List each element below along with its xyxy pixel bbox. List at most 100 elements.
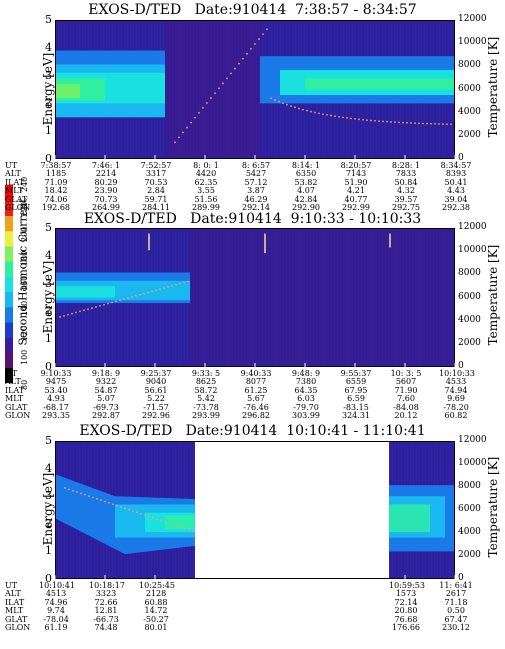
temperature-point (172, 523, 174, 526)
temperature-point (262, 33, 264, 36)
temperature-point (346, 117, 348, 119)
ephemeris-column (239, 582, 273, 624)
noise-stripe (430, 228, 431, 367)
ytick-label: 5 (45, 221, 52, 234)
noise-stripe (259, 20, 260, 159)
temperature-point (184, 527, 186, 530)
ephemeris-column: 8:20:57 7143 51.90 4.21 40.77 292.99 (340, 161, 372, 213)
temperature-point (198, 111, 200, 114)
temperature-point (128, 508, 130, 511)
ytick-label: 0 (45, 152, 52, 165)
colorbar-band (5, 245, 13, 262)
noise-stripe (214, 20, 215, 159)
noise-stripe (427, 228, 428, 367)
colorbar-band (5, 215, 13, 232)
intensity-band (55, 83, 80, 98)
noise-stripe (325, 228, 326, 367)
noise-stripe (394, 228, 395, 367)
temperature-point (59, 316, 61, 318)
spectrogram-image (55, 441, 455, 579)
temperature-point (143, 292, 145, 295)
panel-1-ylabel-right: Temperature [K] (486, 36, 500, 138)
temperature-point (378, 120, 380, 123)
ytick-right-label: 10000 (458, 458, 487, 468)
noise-stripe (448, 228, 449, 367)
temperature-point (107, 302, 109, 305)
temperature-point (382, 120, 384, 123)
temperature-point (124, 507, 126, 510)
panel-3-spectrogram (55, 441, 455, 579)
ytick-label: 1 (45, 332, 52, 346)
noise-stripe (235, 20, 236, 159)
temperature-point (322, 113, 324, 116)
temperature-point (298, 107, 300, 110)
temperature-point (214, 92, 216, 95)
ytick-right-label: 12000 (458, 14, 487, 24)
noise-stripe (298, 228, 299, 367)
noise-stripe (271, 228, 272, 367)
temperature-point (111, 301, 113, 304)
temperature-point (358, 118, 360, 121)
ytick-right-label: 8000 (458, 481, 481, 491)
temperature-point (430, 122, 432, 125)
noise-stripe (256, 20, 257, 159)
ephemeris-column: 10:18:17 3323 72.66 12.81 -66.73 74.48 (89, 581, 125, 633)
temperature-point (164, 520, 166, 523)
noise-stripe (322, 228, 323, 367)
temperature-point (406, 121, 408, 124)
colorbar-band (5, 367, 13, 384)
temperature-point (119, 299, 121, 302)
temperature-point (254, 43, 256, 45)
noise-stripe (280, 228, 281, 367)
temperature-point (163, 287, 165, 289)
temperature-point (151, 290, 153, 293)
noise-stripe (313, 228, 314, 367)
noise-stripe (421, 228, 422, 367)
temperature-point (99, 304, 101, 307)
noise-stripe (187, 20, 188, 159)
temperature-point (144, 514, 146, 516)
ephemeris-column: 10:59:53 1573 72.14 20.80 76.68 176.66 (389, 581, 425, 633)
colorbar-band (5, 230, 13, 247)
panel-3-ylabel: Energy [eV] (41, 472, 55, 546)
noise-stripe (406, 228, 407, 367)
ephemeris-column: 8:14: 1 6350 53.82 4.07 42.84 292.90 (291, 161, 321, 213)
noise-stripe (241, 228, 242, 367)
noise-stripe (241, 20, 242, 159)
noise-stripe (208, 228, 209, 367)
temperature-point (83, 309, 85, 312)
noise-stripe (169, 20, 170, 159)
noise-stripe (235, 228, 236, 367)
noise-stripe (193, 20, 194, 159)
temperature-point (103, 303, 105, 306)
noise-stripe (223, 20, 224, 159)
temperature-point (76, 491, 78, 493)
temperature-point (210, 97, 212, 99)
ephemeris-column: 9:18: 9 9322 54.87 5.07 -69.73 292.87 (91, 369, 121, 421)
noise-stripe (304, 228, 305, 367)
noise-stripe (256, 228, 257, 367)
noise-stripe (229, 20, 230, 159)
temperature-point (79, 310, 81, 313)
ytick-right-label: 4000 (458, 106, 481, 117)
temperature-point (342, 116, 344, 119)
ephemeris-column: 11: 6:41 2617 71.18 0.50 67.47 230.12 (439, 581, 473, 633)
temperature-point (446, 123, 448, 126)
noise-stripe (232, 228, 233, 367)
colorbar-tick-label: 100 (20, 349, 29, 366)
temperature-point (108, 501, 110, 504)
panel-3-title: EXOS-D/TED Date:910414 10:10:41 - 11:10:… (79, 423, 426, 439)
temperature-point (258, 38, 260, 40)
temperature-point (140, 512, 142, 515)
noise-stripe (238, 20, 239, 159)
noise-stripe (178, 20, 179, 159)
panel-3-ylabel-right: Temperature [K] (486, 456, 500, 558)
panel-2-title: EXOS-D/TED Date:910414 9:10:33 - 10:10:3… (83, 211, 422, 227)
ytick-label: 0 (45, 572, 52, 585)
noise-stripe (316, 228, 317, 367)
ephemeris-column: 10:10:41 4513 74.96 9.74 -78.04 61.19 (39, 581, 75, 633)
noise-stripe (289, 228, 290, 367)
temperature-point (112, 503, 114, 506)
noise-stripe (400, 228, 401, 367)
